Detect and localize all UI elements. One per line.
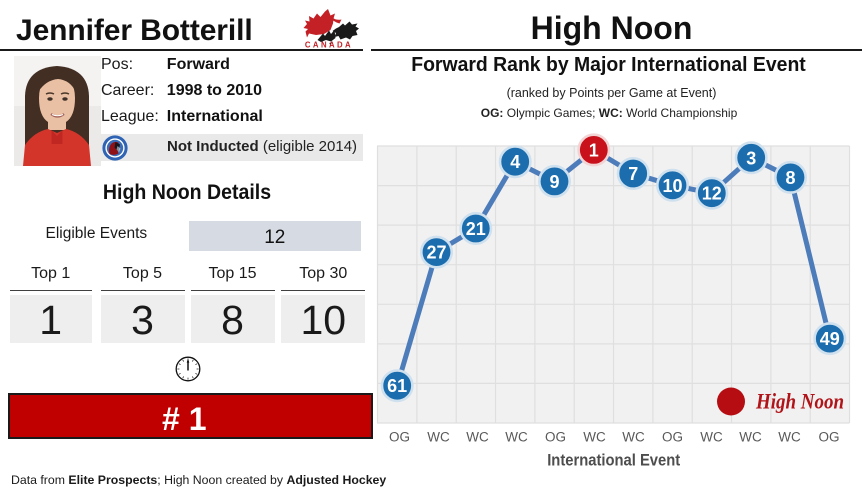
svg-text:International Event: International Event bbox=[547, 451, 680, 470]
svg-text:WC: WC bbox=[739, 430, 762, 445]
svg-text:12: 12 bbox=[702, 184, 722, 204]
svg-text:21: 21 bbox=[466, 219, 486, 239]
svg-text:OG: OG bbox=[389, 430, 410, 445]
svg-text:9: 9 bbox=[549, 172, 559, 192]
svg-text:CANADA: CANADA bbox=[305, 41, 353, 50]
svg-text:WC: WC bbox=[622, 430, 645, 445]
svg-text:3: 3 bbox=[746, 148, 756, 168]
svg-text:61: 61 bbox=[387, 376, 407, 396]
svg-text:OG: OG bbox=[662, 430, 683, 445]
svg-text:WC: WC bbox=[583, 430, 606, 445]
svg-text:OG: OG bbox=[545, 430, 566, 445]
svg-text:WC: WC bbox=[427, 430, 450, 445]
svg-text:High Noon: High Noon bbox=[755, 389, 844, 414]
svg-text:49: 49 bbox=[820, 329, 840, 349]
svg-text:10: 10 bbox=[662, 176, 682, 196]
svg-text:8: 8 bbox=[785, 168, 795, 188]
svg-text:1: 1 bbox=[589, 140, 599, 160]
svg-text:WC: WC bbox=[700, 430, 723, 445]
svg-text:4: 4 bbox=[510, 152, 520, 172]
svg-text:27: 27 bbox=[426, 243, 446, 263]
svg-text:7: 7 bbox=[628, 164, 638, 184]
svg-text:WC: WC bbox=[778, 430, 801, 445]
svg-text:WC: WC bbox=[466, 430, 489, 445]
svg-text:WC: WC bbox=[505, 430, 528, 445]
svg-text:OG: OG bbox=[818, 430, 839, 445]
